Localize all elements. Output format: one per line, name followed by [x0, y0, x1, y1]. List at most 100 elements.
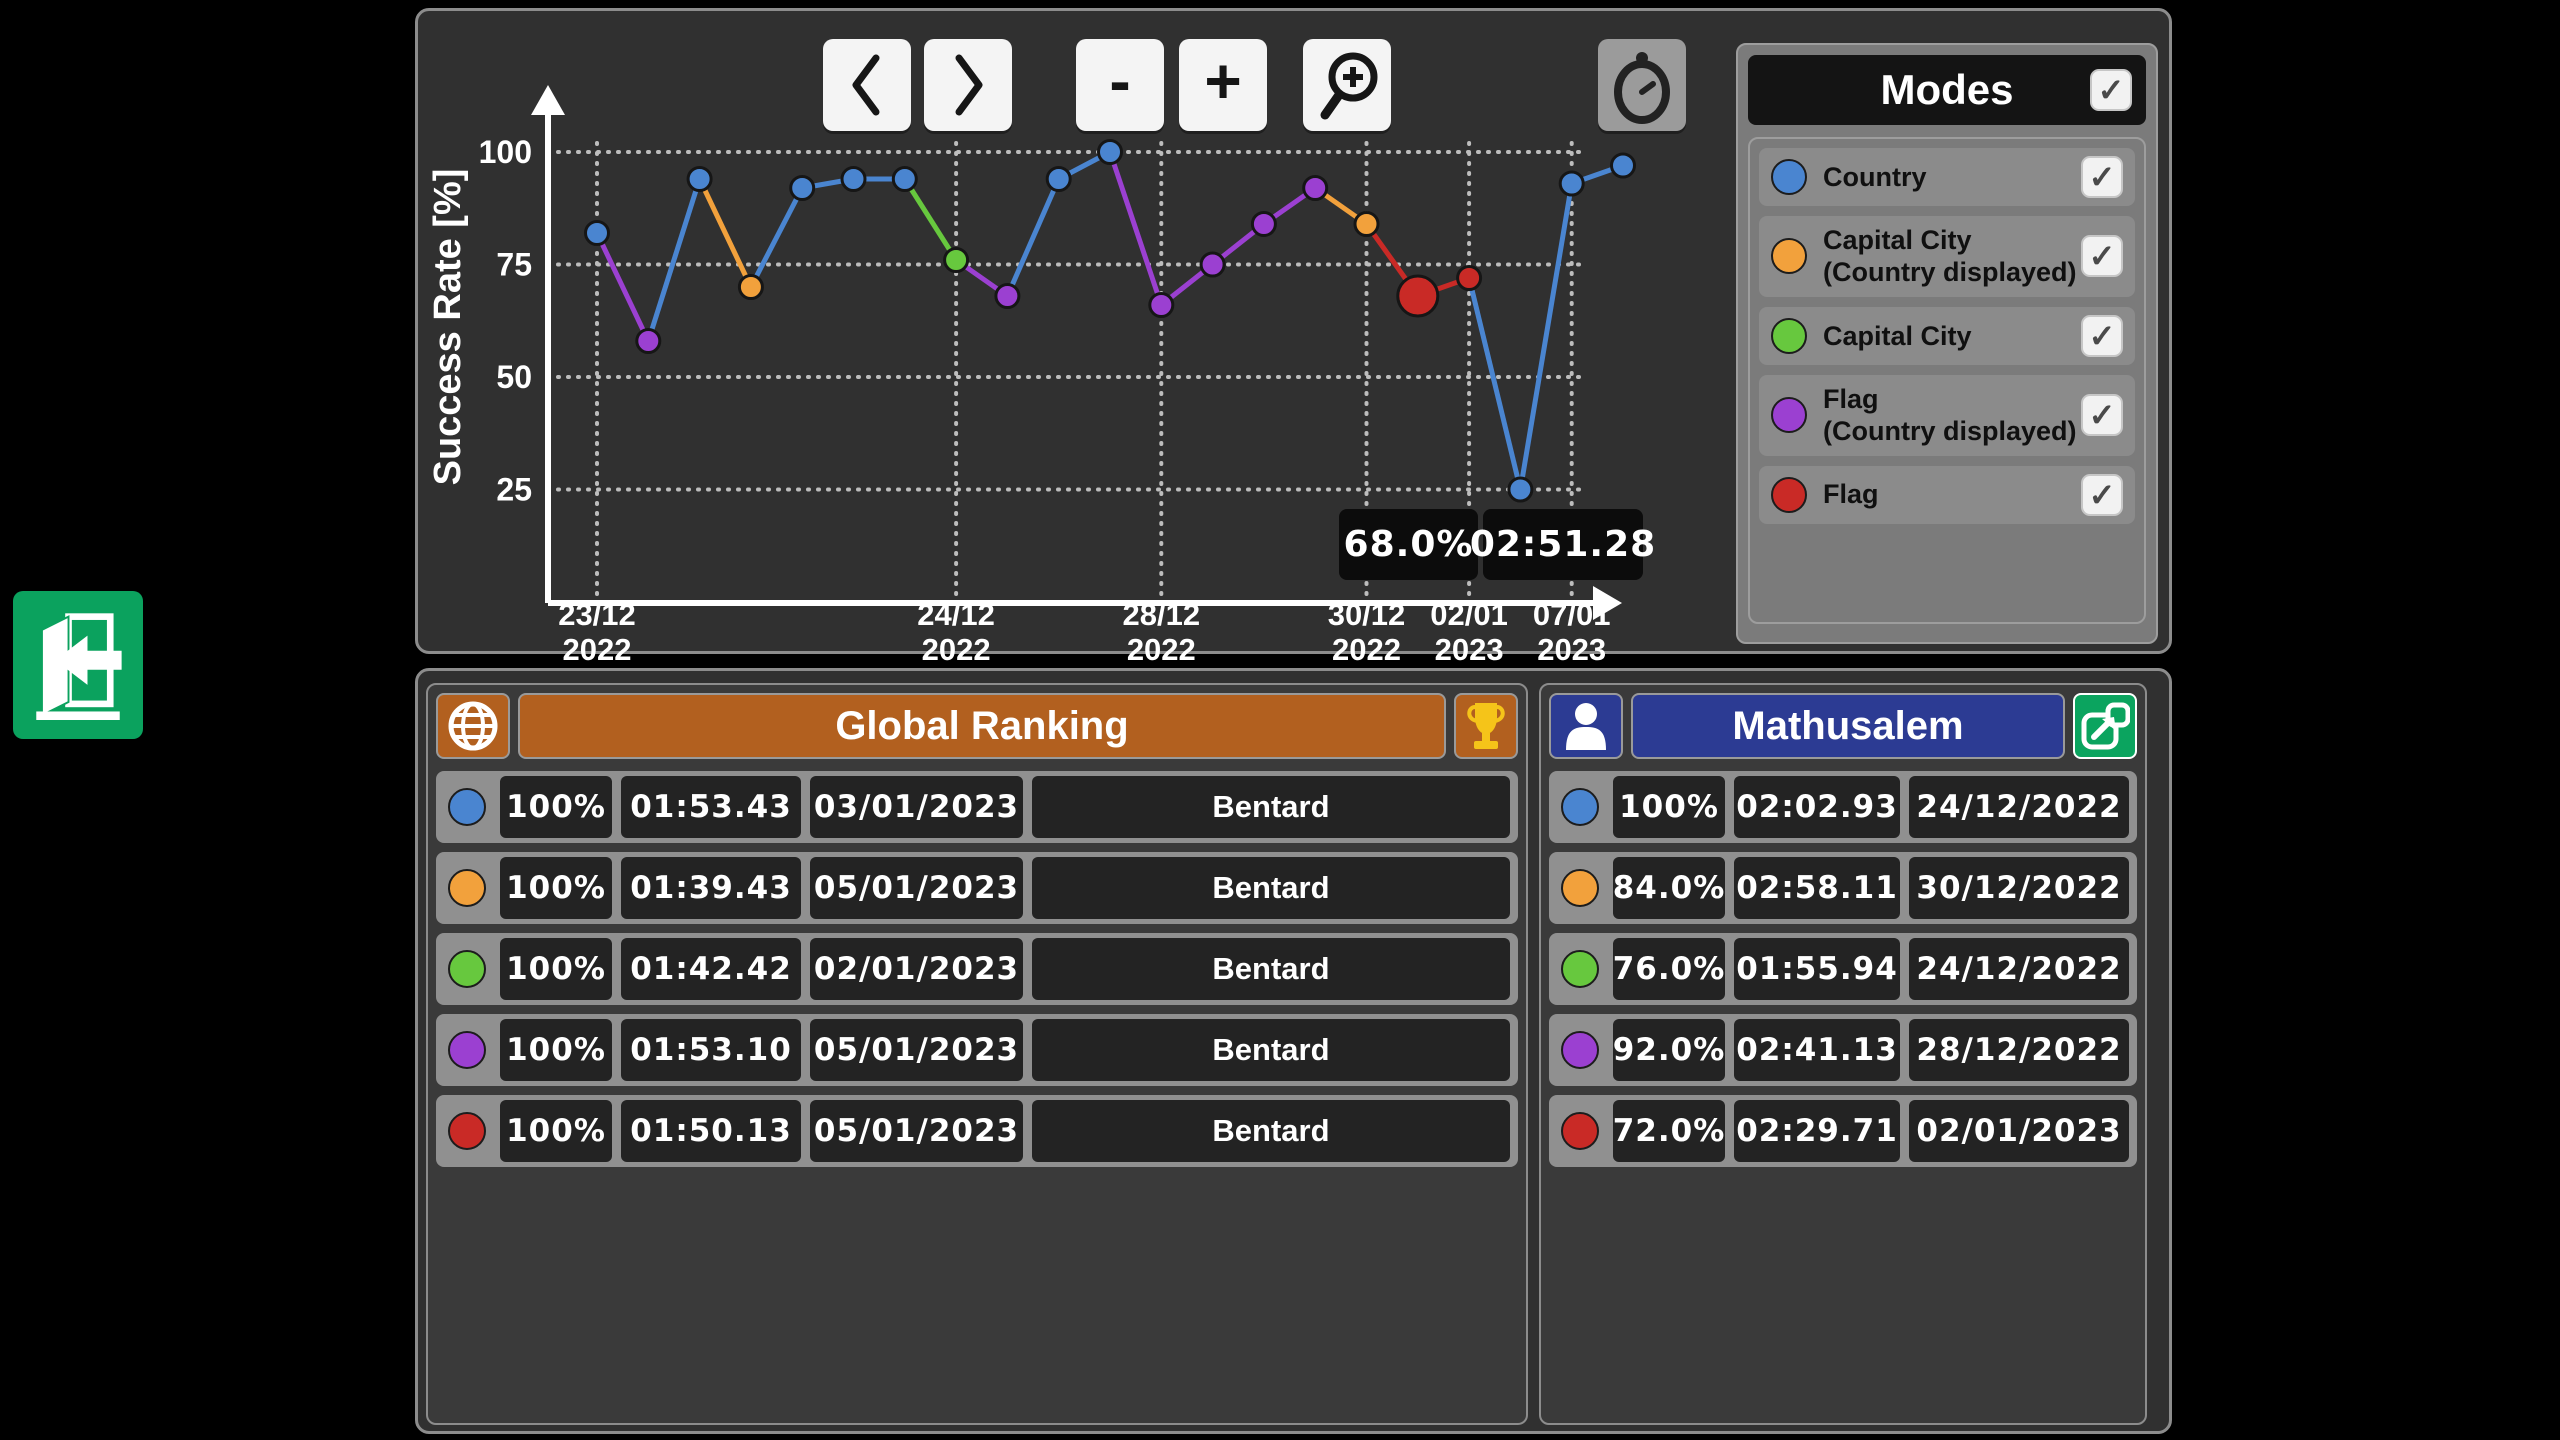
chart-forward-button[interactable] [924, 39, 1012, 131]
accuracy-cell: 92.0% [1613, 1019, 1725, 1081]
modes-title: Modes [1880, 66, 2014, 113]
mode-color-dot [1771, 159, 1807, 195]
selected-time-badge: 02:51.28 [1470, 509, 1655, 580]
player-cell: Bentard [1032, 857, 1510, 919]
mode-label: Capital City [1823, 320, 1972, 351]
data-point[interactable] [891, 166, 918, 192]
mode-color-dot [448, 1112, 486, 1150]
table-row[interactable]: 100% 02:02.93 24/12/2022 [1549, 771, 2137, 843]
time-cell: 02:02.93 [1734, 776, 1900, 838]
table-row[interactable]: 76.0% 01:55.94 24/12/2022 [1549, 933, 2137, 1005]
series-segment [1107, 151, 1164, 306]
selected-time-value: 02:51.28 [1469, 524, 1657, 565]
data-point[interactable] [584, 220, 610, 246]
accuracy-cell: 100% [500, 938, 612, 1000]
modes-master-checkbox[interactable]: ✓ [2090, 69, 2132, 111]
table-row[interactable]: 100% 01:42.42 02/01/2023 Bentard [436, 933, 1518, 1005]
series-segment [1517, 183, 1575, 490]
date-cell: 28/12/2022 [1909, 1019, 2129, 1081]
selected-data-point[interactable] [1396, 274, 1440, 318]
data-point[interactable] [943, 247, 970, 273]
share-button[interactable] [2073, 693, 2137, 759]
data-point[interactable] [1148, 292, 1175, 318]
globe-button[interactable] [436, 693, 510, 759]
mode-color-dot [448, 1031, 486, 1069]
data-point[interactable] [1250, 211, 1277, 237]
data-point[interactable] [1610, 152, 1636, 179]
x-tick-label: 2022 [563, 632, 632, 663]
x-tick-label: 2022 [922, 632, 991, 663]
y-axis-arrow-icon [531, 85, 565, 115]
player-cell: Bentard [1032, 1019, 1510, 1081]
data-point[interactable] [1456, 265, 1483, 291]
table-row[interactable]: 92.0% 02:41.13 28/12/2022 [1549, 1014, 2137, 1086]
trophy-icon [1467, 703, 1505, 749]
player-cell: Bentard [1032, 1100, 1510, 1162]
mode-item[interactable]: Country ✓ [1759, 148, 2135, 206]
mode-item[interactable]: Capital City ✓ [1759, 306, 2135, 365]
plus-icon: + [1204, 45, 1242, 117]
data-point[interactable] [1507, 476, 1534, 503]
table-row[interactable]: 84.0% 02:58.11 30/12/2022 [1549, 852, 2137, 924]
mode-item[interactable]: Flag (Country displayed) ✓ [1759, 374, 2135, 456]
mode-color-dot [1561, 950, 1599, 988]
time-cell: 01:53.10 [621, 1019, 801, 1081]
date-cell: 24/12/2022 [1909, 938, 2129, 1000]
mode-color-dot [1771, 397, 1807, 434]
date-cell: 02/01/2023 [1909, 1100, 2129, 1162]
time-cell: 02:29.71 [1734, 1100, 1900, 1162]
mode-checkbox[interactable]: ✓ [2081, 473, 2123, 516]
accuracy-cell: 84.0% [1613, 857, 1725, 919]
mode-item[interactable]: Capital City (Country displayed) ✓ [1759, 216, 2135, 297]
time-cell: 02:41.13 [1734, 1019, 1900, 1081]
y-axis-title: Success Rate [%] [427, 169, 469, 486]
player-stats-panel: Mathusalem 100% 02:02.93 24/12/2022 84.0% 02… [1539, 683, 2147, 1425]
data-point[interactable] [789, 175, 816, 201]
person-button[interactable] [1549, 693, 1623, 759]
table-row[interactable]: 100% 01:39.43 05/01/2023 Bentard [436, 852, 1518, 924]
mode-label: Country [1823, 161, 1927, 192]
table-row[interactable]: 72.0% 02:29.71 02/01/2023 [1549, 1095, 2137, 1167]
mode-checkbox[interactable]: ✓ [2081, 314, 2123, 357]
y-tick-label: 25 [496, 472, 532, 508]
mode-item[interactable]: Flag ✓ [1759, 465, 2135, 524]
data-point[interactable] [994, 283, 1021, 309]
series-segment [748, 186, 805, 289]
player-cell: Bentard [1032, 938, 1510, 1000]
time-cell: 01:50.13 [621, 1100, 801, 1162]
mode-checkbox[interactable]: ✓ [2081, 156, 2123, 198]
date-cell: 05/01/2023 [810, 1019, 1023, 1081]
magnifier-zoom-button[interactable] [1303, 39, 1391, 131]
data-point[interactable] [635, 328, 662, 354]
series-segment [594, 231, 651, 343]
accuracy-cell: 76.0% [1613, 938, 1725, 1000]
chart-back-button[interactable] [823, 39, 911, 131]
data-point[interactable] [1199, 251, 1226, 278]
chevron-right-icon [955, 54, 983, 116]
stopwatch-toggle-button[interactable] [1598, 39, 1686, 131]
data-point[interactable] [840, 166, 867, 192]
data-point[interactable] [1353, 211, 1380, 237]
zoom-in-button[interactable]: + [1179, 39, 1267, 131]
data-point[interactable] [1097, 139, 1123, 165]
x-tick-label: 2022 [1127, 632, 1196, 663]
trophy-button[interactable] [1454, 693, 1518, 759]
exit-button[interactable] [13, 591, 143, 739]
mode-label: Capital City (Country displayed) [1823, 225, 2077, 288]
mode-color-dot [1771, 238, 1807, 275]
mode-checkbox[interactable]: ✓ [2081, 235, 2123, 278]
data-point[interactable] [1558, 170, 1585, 197]
data-point[interactable] [1045, 166, 1072, 192]
mode-checkbox[interactable]: ✓ [2081, 394, 2123, 437]
table-row[interactable]: 100% 01:53.43 03/01/2023 Bentard [436, 771, 1518, 843]
data-point[interactable] [686, 166, 713, 192]
table-row[interactable]: 100% 01:53.10 05/01/2023 Bentard [436, 1014, 1518, 1086]
zoom-out-button[interactable]: - [1076, 39, 1164, 131]
minus-icon: - [1109, 45, 1131, 117]
data-point[interactable] [737, 274, 764, 300]
table-row[interactable]: 100% 01:50.13 05/01/2023 Bentard [436, 1095, 1518, 1167]
data-point[interactable] [1302, 175, 1329, 201]
y-tick-label: 100 [479, 134, 532, 170]
global-ranking-header: Global Ranking [436, 693, 1518, 759]
